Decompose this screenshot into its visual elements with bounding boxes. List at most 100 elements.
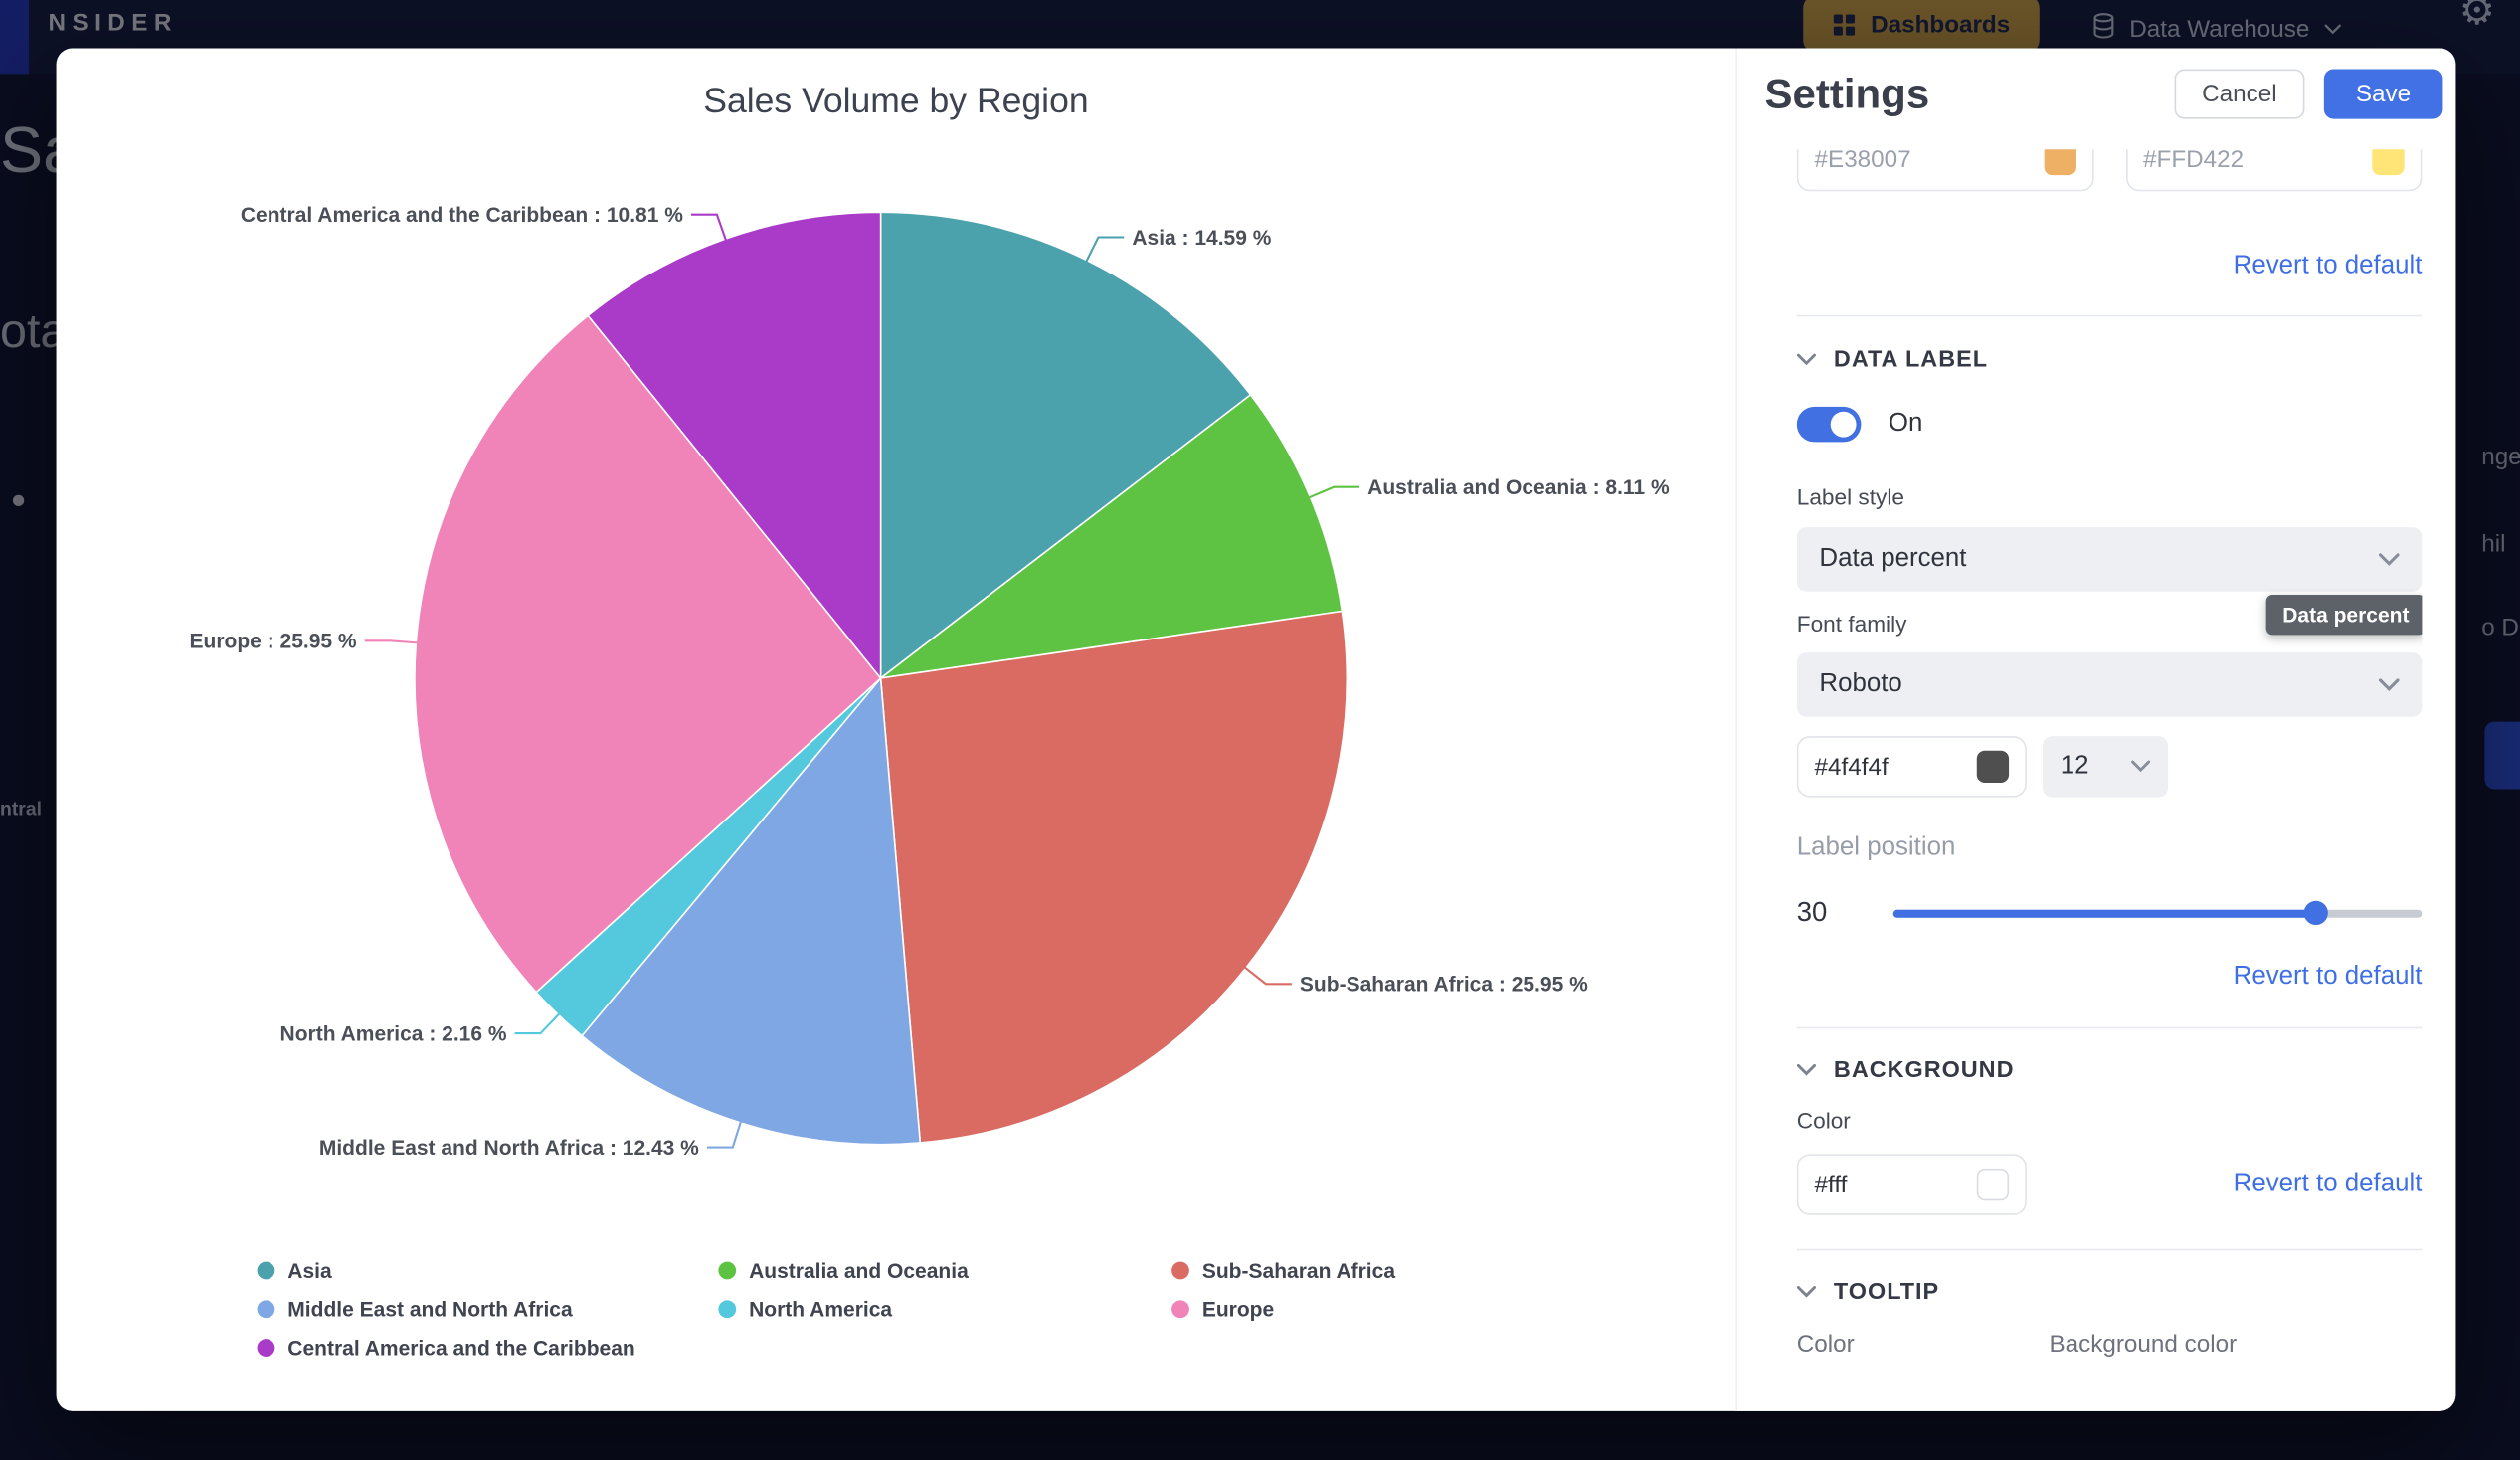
pie-label-line bbox=[364, 639, 419, 644]
legend-label: Central America and the Caribbean bbox=[287, 1335, 635, 1360]
legend-item[interactable]: Sub-Saharan Africa bbox=[1171, 1257, 1654, 1283]
legend-dot bbox=[1171, 1299, 1189, 1318]
tooltip-labels-row: Color Background color bbox=[1797, 1331, 2423, 1358]
pie-data-label: Sub-Saharan Africa : 25.95 % bbox=[1300, 974, 1588, 997]
font-color-size-row: #4f4f4f 12 bbox=[1796, 736, 2423, 798]
pie-data-label: Europe : 25.95 % bbox=[190, 631, 357, 653]
legend-dot bbox=[1171, 1260, 1189, 1279]
series-color-swatch-1[interactable] bbox=[2043, 149, 2076, 176]
section-tooltip[interactable]: TOOLTIP bbox=[1796, 1276, 2423, 1308]
legend-item[interactable]: Australia and Oceania bbox=[718, 1257, 1171, 1283]
chevron-down-icon bbox=[1796, 353, 1816, 366]
chevron-down-icon bbox=[2378, 552, 2400, 566]
section-title-background: BACKGROUND bbox=[1833, 1057, 2015, 1084]
pie-label-line bbox=[514, 1012, 561, 1035]
legend-label: Middle East and North Africa bbox=[287, 1296, 573, 1321]
pie-data-label: North America : 2.16 % bbox=[280, 1022, 507, 1045]
font-color-input[interactable]: #4f4f4f bbox=[1796, 736, 2027, 798]
series-color-swatch-2[interactable] bbox=[2372, 149, 2405, 176]
save-button[interactable]: Save bbox=[2323, 69, 2443, 119]
legend-label: North America bbox=[749, 1296, 893, 1321]
font-family-label: Font family bbox=[1796, 611, 1907, 637]
cancel-button[interactable]: Cancel bbox=[2174, 69, 2305, 119]
font-color-value: #4f4f4f bbox=[1814, 753, 1889, 781]
pie-slice[interactable] bbox=[879, 610, 1349, 1144]
pie-data-label: Central America and the Caribbean : 10.8… bbox=[241, 204, 683, 227]
settings-scroll-area: #E38007 #FFD422 Revert to default DATA L… bbox=[1796, 149, 2423, 1411]
background-color-row: #fff Revert to default bbox=[1796, 1154, 2423, 1215]
pie-label-line bbox=[1243, 966, 1292, 986]
legend-dot bbox=[257, 1260, 275, 1279]
divider bbox=[1796, 314, 2423, 317]
tooltip-color-label: Color bbox=[1796, 1331, 1855, 1359]
legend-item[interactable]: Middle East and North Africa bbox=[257, 1296, 719, 1322]
background-color-input[interactable]: #fff bbox=[1796, 1154, 2027, 1215]
legend-dot bbox=[257, 1338, 275, 1357]
revert-to-default-link-colors[interactable]: Revert to default bbox=[2233, 252, 2423, 280]
legend-item[interactable]: Asia bbox=[257, 1257, 719, 1283]
series-color-value-2: #FFD422 bbox=[2143, 149, 2245, 173]
settings-header: Settings Cancel Save bbox=[1737, 48, 2455, 119]
section-title-data-label: DATA LABEL bbox=[1833, 347, 1989, 373]
slider-fill bbox=[1892, 909, 2317, 918]
legend-label: Sub-Saharan Africa bbox=[1201, 1257, 1396, 1282]
chart-settings-modal: Sales Volume by Region Asia : 14.59 % Aus… bbox=[56, 48, 2456, 1411]
background-color-value: #fff bbox=[1814, 1171, 1848, 1198]
legend-item[interactable]: Central America and the Caribbean bbox=[257, 1334, 719, 1360]
label-style-label: Label style bbox=[1796, 483, 1904, 510]
legend-dot bbox=[718, 1260, 737, 1279]
section-title-tooltip: TOOLTIP bbox=[1833, 1279, 1940, 1306]
pie-chart: Asia : 14.59 % Australia and Oceania : 8.… bbox=[190, 204, 1670, 1160]
slider-thumb[interactable] bbox=[2303, 900, 2329, 926]
pie-label-line bbox=[706, 1121, 743, 1149]
legend-label: Asia bbox=[287, 1257, 332, 1282]
background-color-label: Color bbox=[1796, 1107, 1851, 1134]
settings-title: Settings bbox=[1764, 69, 1930, 117]
chevron-down-icon bbox=[2131, 760, 2151, 773]
label-position-row: 30 bbox=[1797, 894, 2423, 933]
label-position-slider[interactable] bbox=[1892, 894, 2423, 933]
legend-label: Europe bbox=[1201, 1296, 1275, 1321]
legend-label: Australia and Oceania bbox=[749, 1257, 969, 1282]
label-position-value: 30 bbox=[1796, 896, 1828, 928]
revert-row-colors: Revert to default bbox=[1797, 253, 2423, 281]
series-color-value-1: #E38007 bbox=[1814, 149, 1911, 173]
font-family-row: Font family Data percent bbox=[1796, 594, 2423, 638]
pie-data-label: Asia : 14.59 % bbox=[1132, 227, 1271, 250]
series-color-input-2[interactable]: #FFD422 bbox=[2125, 149, 2423, 192]
chart-title: Sales Volume by Region bbox=[703, 80, 1089, 121]
series-color-row: #E38007 #FFD422 bbox=[1796, 149, 2423, 192]
font-family-value: Roboto bbox=[1819, 669, 1902, 698]
font-size-value: 12 bbox=[2060, 752, 2089, 780]
divider bbox=[1796, 1026, 2423, 1029]
settings-panel: Settings Cancel Save #E38007 #FFD422 bbox=[1735, 48, 2456, 1411]
chevron-down-icon bbox=[1796, 1063, 1816, 1076]
label-position-label: Label position bbox=[1796, 833, 1956, 862]
section-background[interactable]: BACKGROUND bbox=[1796, 1054, 2423, 1086]
label-style-value: Data percent bbox=[1819, 544, 1967, 573]
label-style-select[interactable]: Data percent bbox=[1796, 527, 2423, 592]
legend-dot bbox=[718, 1299, 737, 1318]
revert-to-default-link-data-label[interactable]: Revert to default bbox=[2233, 963, 2423, 991]
legend-dot bbox=[257, 1299, 275, 1318]
revert-to-default-link-background[interactable]: Revert to default bbox=[2233, 1170, 2423, 1197]
series-color-input-1[interactable]: #E38007 bbox=[1796, 149, 2093, 192]
font-family-select[interactable]: Roboto bbox=[1796, 652, 2423, 717]
font-size-select[interactable]: 12 bbox=[2043, 736, 2169, 798]
tooltip-background-color-label: Background color bbox=[2049, 1331, 2238, 1359]
legend-item[interactable]: North America bbox=[718, 1296, 1171, 1322]
font-color-swatch[interactable] bbox=[1976, 750, 2010, 784]
pie-data-label: Australia and Oceania : 8.11 % bbox=[1367, 476, 1670, 499]
revert-row-data-label: Revert to default bbox=[1797, 963, 2423, 992]
chart-pane: Sales Volume by Region Asia : 14.59 % Aus… bbox=[57, 48, 1736, 1410]
background-color-swatch[interactable] bbox=[1976, 1168, 2010, 1201]
section-data-label[interactable]: DATA LABEL bbox=[1796, 344, 2423, 376]
legend-item[interactable]: Europe bbox=[1171, 1296, 1654, 1322]
pie-label-line bbox=[691, 213, 728, 241]
data-percent-tooltip: Data percent bbox=[2266, 594, 2423, 636]
chevron-down-icon bbox=[2378, 677, 2400, 691]
toggle-knob bbox=[1830, 411, 1857, 438]
chart-legend: Asia Australia and Oceania Sub-Saharan Afr… bbox=[257, 1257, 1654, 1360]
data-label-toggle[interactable] bbox=[1796, 406, 1862, 443]
data-label-toggle-row: On bbox=[1796, 405, 2423, 444]
